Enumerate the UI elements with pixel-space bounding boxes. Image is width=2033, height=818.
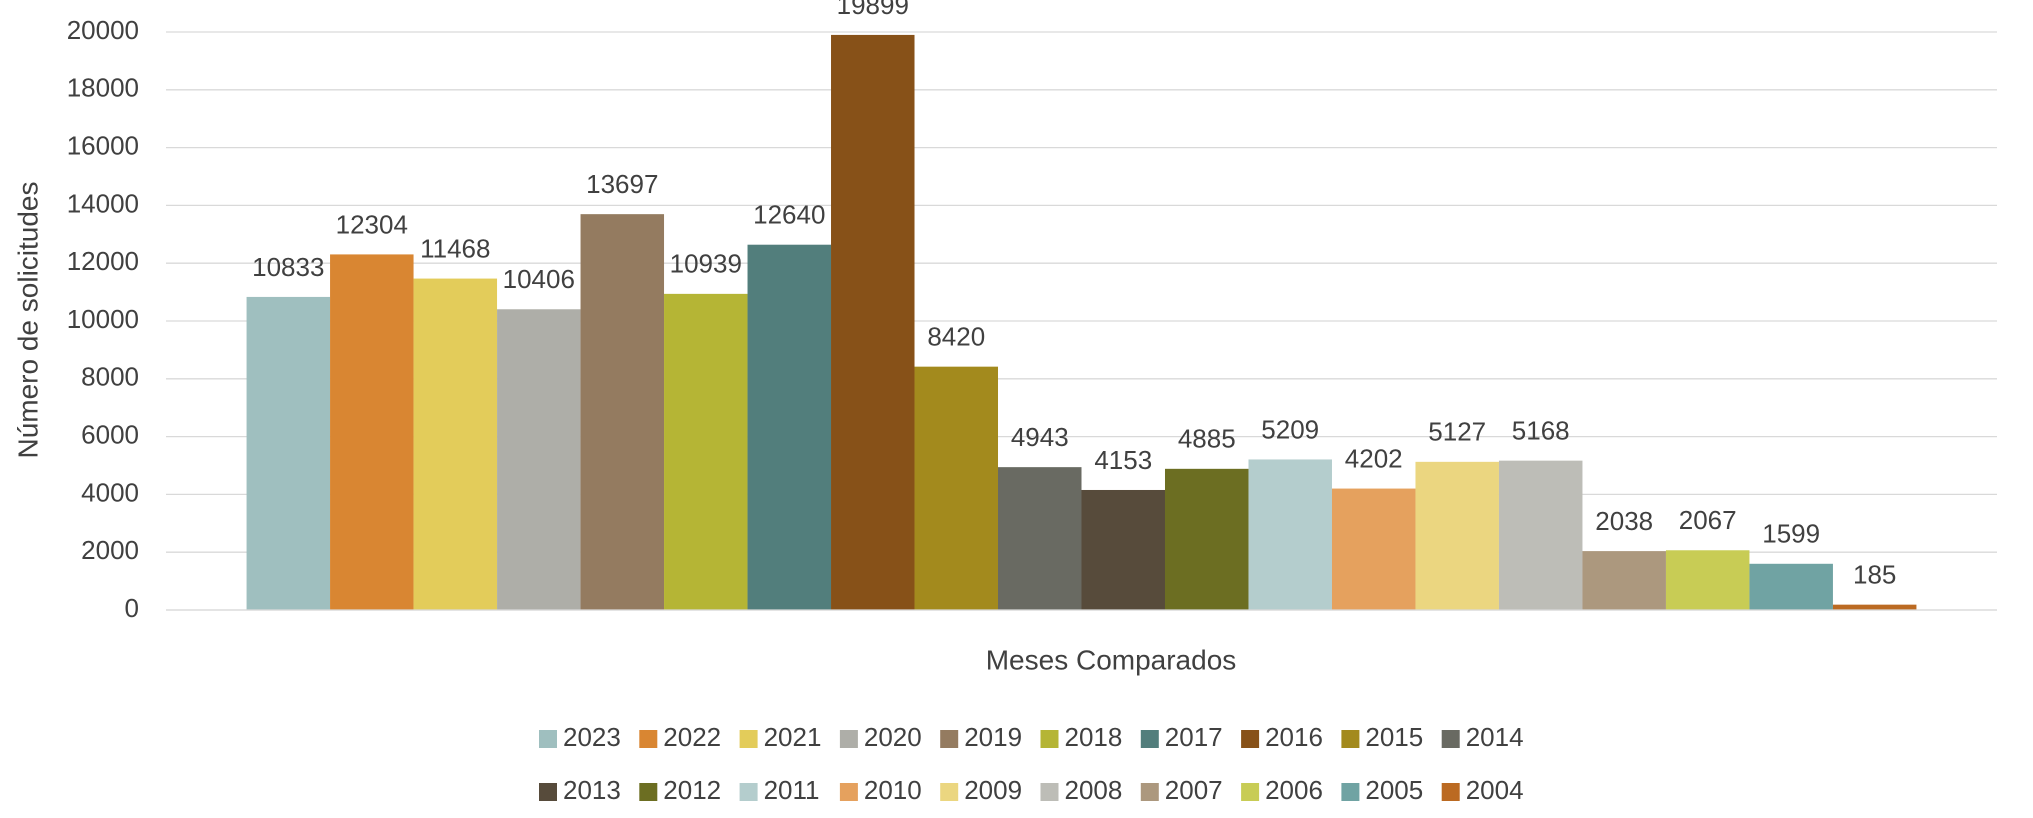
- legend-swatch: [1441, 730, 1460, 748]
- legend-swatch: [1140, 783, 1159, 801]
- bar: [1582, 551, 1666, 610]
- bar: [1415, 461, 1499, 610]
- legend-swatch: [1040, 783, 1059, 801]
- legend-swatch: [839, 730, 858, 748]
- y-tick-label: 2000: [81, 535, 139, 565]
- legend-swatch: [940, 783, 959, 801]
- legend-label: 2021: [764, 722, 822, 752]
- legend-label: 2013: [563, 775, 621, 805]
- data-label: 2067: [1679, 505, 1737, 535]
- bar: [1749, 563, 1833, 610]
- legend-swatch: [1241, 730, 1260, 748]
- legend-label: 2011: [764, 775, 820, 805]
- data-label: 11468: [420, 233, 490, 263]
- data-label: 4153: [1094, 445, 1152, 475]
- data-label: 5209: [1261, 414, 1319, 444]
- data-label: 1599: [1762, 519, 1820, 549]
- data-label: 12640: [753, 200, 825, 230]
- y-tick-label: 18000: [67, 73, 139, 103]
- x-axis-title: Meses Comparados: [986, 644, 1237, 675]
- data-label: 5168: [1512, 416, 1570, 446]
- y-tick-label: 14000: [67, 188, 139, 218]
- legend-swatch: [839, 783, 858, 801]
- data-label: 12304: [336, 209, 408, 239]
- bar: [664, 293, 748, 610]
- legend-swatch: [1341, 783, 1360, 801]
- legend-swatch: [1441, 783, 1460, 801]
- bar: [1164, 468, 1249, 610]
- legend-label: 2015: [1365, 722, 1423, 752]
- legend-label: 2017: [1165, 722, 1223, 752]
- legend-swatch: [639, 730, 658, 748]
- legend-label: 2004: [1466, 775, 1524, 805]
- data-label: 4943: [1011, 422, 1069, 452]
- bar: [1498, 460, 1583, 610]
- y-tick-label: 0: [125, 593, 139, 623]
- legend-label: 2019: [964, 722, 1022, 752]
- data-label: 185: [1853, 560, 1896, 590]
- legend-label: 2006: [1265, 775, 1323, 805]
- data-label: 19899: [837, 0, 909, 20]
- data-label: 4885: [1178, 424, 1236, 454]
- bar: [1832, 604, 1917, 610]
- data-label: 10833: [252, 252, 324, 282]
- bar: [998, 467, 1082, 610]
- legend-swatch: [539, 730, 557, 748]
- legend-swatch: [1341, 730, 1360, 748]
- legend-label: 2022: [663, 722, 721, 752]
- legend-swatch: [1241, 783, 1260, 801]
- y-tick-label: 6000: [81, 419, 139, 449]
- bar: [1081, 489, 1165, 610]
- data-label: 10939: [670, 249, 742, 279]
- legend-label: 2012: [663, 775, 721, 805]
- legend-swatch: [940, 730, 959, 748]
- bar: [1665, 550, 1750, 610]
- data-label: 8420: [927, 322, 985, 352]
- legend-label: 2009: [964, 775, 1022, 805]
- bar: [747, 244, 832, 611]
- bar: [1248, 459, 1332, 610]
- data-label: 4202: [1345, 443, 1403, 473]
- legend-swatch: [739, 730, 758, 748]
- bar: [914, 366, 999, 610]
- legend-label: 2008: [1065, 775, 1123, 805]
- y-tick-label: 16000: [67, 130, 139, 160]
- bar: [413, 278, 498, 610]
- data-label: 5127: [1428, 417, 1486, 447]
- legend-swatch: [739, 783, 758, 801]
- y-tick-label: 8000: [81, 362, 139, 392]
- legend-label: 2007: [1165, 775, 1223, 805]
- y-tick-label: 10000: [67, 304, 139, 334]
- legend-label: 2014: [1466, 722, 1524, 752]
- data-label: 13697: [586, 169, 658, 199]
- y-tick-label: 20000: [67, 15, 139, 45]
- bar: [580, 214, 665, 611]
- bar: [1331, 488, 1416, 610]
- data-label: 10406: [503, 264, 575, 294]
- bar: [497, 309, 581, 610]
- legend-swatch: [1040, 730, 1059, 748]
- bar: [831, 34, 915, 611]
- data-label: 2038: [1595, 506, 1653, 536]
- y-tick-label: 12000: [67, 246, 139, 276]
- y-axis-title: Número de solicitudes: [12, 181, 43, 458]
- bar: [246, 296, 331, 610]
- legend-label: 2018: [1065, 722, 1123, 752]
- legend-label: 2005: [1365, 775, 1423, 805]
- legend-swatch: [1140, 730, 1159, 748]
- legend-label: 2023: [563, 722, 621, 752]
- legend-label: 2020: [864, 722, 922, 752]
- legend-swatch: [639, 783, 658, 801]
- legend-swatch: [539, 783, 557, 801]
- y-tick-label: 4000: [81, 477, 139, 507]
- legend-label: 2016: [1265, 722, 1323, 752]
- bar: [330, 254, 414, 610]
- legend-label: 2010: [864, 775, 922, 805]
